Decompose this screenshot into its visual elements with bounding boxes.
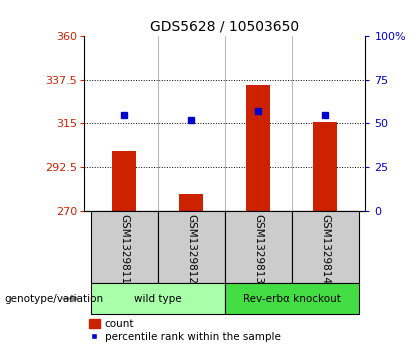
Bar: [292, 211, 359, 283]
Bar: [158, 211, 225, 283]
Legend: count, percentile rank within the sample: count, percentile rank within the sample: [89, 319, 281, 342]
Bar: [313, 122, 337, 211]
Text: wild type: wild type: [134, 294, 181, 303]
Text: GSM1329813: GSM1329813: [253, 214, 263, 284]
Text: Rev-erbα knockout: Rev-erbα knockout: [243, 294, 341, 303]
Title: GDS5628 / 10503650: GDS5628 / 10503650: [150, 20, 299, 34]
Bar: [91, 211, 158, 283]
Text: GSM1329811: GSM1329811: [119, 214, 129, 284]
Bar: [113, 151, 136, 211]
Text: GSM1329814: GSM1329814: [320, 214, 330, 284]
Bar: [179, 194, 203, 211]
Text: genotype/variation: genotype/variation: [4, 294, 103, 303]
Bar: [225, 283, 359, 314]
Bar: [247, 85, 270, 211]
Bar: [225, 211, 292, 283]
Bar: [91, 283, 225, 314]
Text: GSM1329812: GSM1329812: [186, 214, 196, 284]
